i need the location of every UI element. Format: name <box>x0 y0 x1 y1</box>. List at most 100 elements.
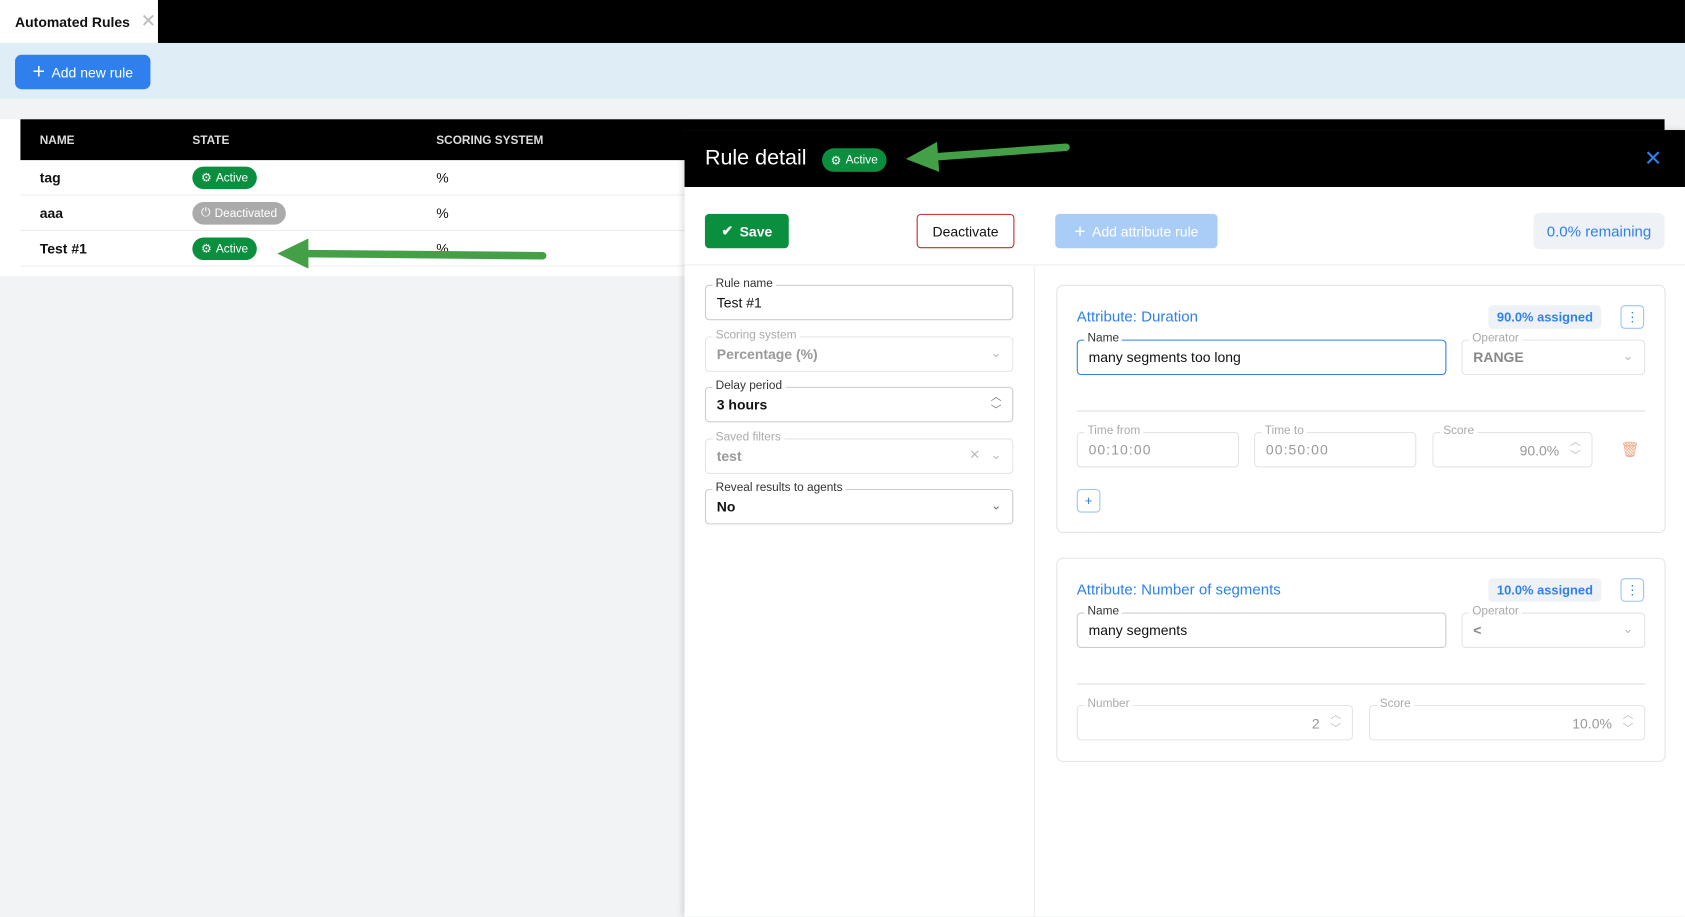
stepper-arrows-icon[interactable]: ︿ ﹀ <box>1330 709 1342 736</box>
table-row[interactable]: tag ⚙ Active % <box>20 160 688 196</box>
deactivate-button[interactable]: Deactivate <box>916 213 1015 249</box>
status-label: Active <box>215 171 249 185</box>
field-label: Rule name <box>712 277 777 291</box>
arrow-annotation <box>277 238 547 269</box>
stepper-arrows-icon[interactable]: ︿ ﹀ <box>1622 709 1634 736</box>
field-value: 90.0% <box>1519 442 1560 459</box>
field-label: Scoring system <box>712 328 800 342</box>
divider <box>1076 683 1646 685</box>
row-name: aaa <box>39 205 64 222</box>
divider <box>684 264 1685 266</box>
panel-title: Rule detail <box>704 146 807 170</box>
rule-name-input[interactable]: Rule name Test #1 <box>704 277 1014 321</box>
table-row[interactable]: Test #1 ⚙ Active % <box>20 231 688 267</box>
field-label: Name <box>1084 604 1123 618</box>
gear-icon: ⚙ <box>830 154 842 168</box>
add-new-rule-button[interactable]: + Add new rule <box>15 54 151 90</box>
plus-icon: + <box>32 60 46 84</box>
row-scoring: % <box>436 169 449 186</box>
field-label: Operator <box>1468 604 1523 618</box>
attribute-title: Attribute: Number of segments <box>1076 580 1281 598</box>
field-label: Saved filters <box>712 430 784 444</box>
column-state[interactable]: STATE <box>192 134 230 148</box>
field-value: < <box>1473 622 1482 639</box>
field-label: Score <box>1439 424 1478 438</box>
add-range-icon[interactable]: + <box>1076 488 1101 513</box>
status-badge: ⚙ Active <box>822 148 887 172</box>
field-label: Reveal results to agents <box>712 481 846 495</box>
attribute-name-input[interactable]: Name many segments <box>1076 604 1447 648</box>
field-label: Time to <box>1261 424 1307 438</box>
close-icon[interactable]: ✕ <box>1644 147 1663 171</box>
stepper-arrows-icon[interactable]: ︿ ﹀ <box>1569 436 1581 463</box>
stepper-arrows-icon[interactable]: ︿ ﹀ <box>990 391 1002 417</box>
number-stepper[interactable]: Number 2 ︿ ﹀ <box>1076 697 1353 741</box>
operator-select[interactable]: Operator RANGE ⌄ <box>1461 332 1646 376</box>
chevron-down-icon: ⌄ <box>1622 348 1634 364</box>
assigned-badge: 10.0% assigned <box>1488 578 1602 602</box>
chevron-down-icon: ⌄ <box>990 497 1002 513</box>
field-value: RANGE <box>1473 349 1524 366</box>
trash-icon[interactable]: 🗑 <box>1620 440 1640 458</box>
row-name: tag <box>39 169 61 186</box>
arrow-annotation <box>905 141 1070 172</box>
delay-period-stepper[interactable]: Delay period 3 hours ︿ ﹀ <box>704 379 1014 423</box>
field-label: Time from <box>1084 424 1144 438</box>
divider <box>1033 265 1035 917</box>
time-to-input[interactable]: Time to 00:50:00 <box>1254 424 1417 468</box>
status-label: Active <box>215 242 249 256</box>
time-from-input[interactable]: Time from 00:10:00 <box>1076 424 1240 468</box>
attribute-name-input[interactable]: Name many segments too long <box>1076 332 1447 376</box>
chevron-down-icon: ⌄ <box>1622 621 1634 637</box>
field-label: Name <box>1084 332 1123 345</box>
clear-icon[interactable]: ✕ <box>969 447 981 463</box>
chevron-down-icon: ⌄ <box>990 447 1002 463</box>
saved-filters-select[interactable]: Saved filters test ✕ ⌄ <box>704 430 1014 474</box>
status-badge: ⚙ Active <box>192 237 257 261</box>
divider <box>1076 410 1646 412</box>
more-options-icon[interactable]: ⋮ <box>1620 305 1645 329</box>
operator-select[interactable]: Operator < ⌄ <box>1461 604 1646 648</box>
field-value: Percentage (%) <box>716 346 818 363</box>
field-value: 3 hours <box>716 396 768 413</box>
field-value: many segments <box>1088 622 1188 639</box>
remaining-label: 0.0% remaining <box>1546 222 1652 240</box>
chevron-down-icon: ⌄ <box>990 344 1002 360</box>
field-value: Test #1 <box>716 294 762 311</box>
attribute-title: Attribute: Duration <box>1076 307 1199 325</box>
gear-icon: ⚙ <box>200 242 212 256</box>
rule-detail-panel: Rule detail ⚙ Active ✕ ✔ Save Deactivate +… <box>684 130 1685 917</box>
top-bar <box>0 0 1685 43</box>
more-options-icon[interactable]: ⋮ <box>1620 578 1645 602</box>
power-icon: ⏻ <box>200 206 211 220</box>
field-value: many segments too long <box>1088 349 1241 366</box>
column-name[interactable]: NAME <box>39 134 75 148</box>
attribute-card-segments: Attribute: Number of segments 10.0% assi… <box>1056 557 1666 762</box>
score-stepper[interactable]: Score 10.0% ︿ ﹀ <box>1369 697 1646 741</box>
gear-icon: ⚙ <box>200 171 212 185</box>
plus-icon: + <box>1074 219 1086 242</box>
row-name: Test #1 <box>39 240 87 257</box>
column-scoring[interactable]: SCORING SYSTEM <box>436 134 544 148</box>
field-label: Score <box>1376 697 1414 711</box>
check-icon: ✔ <box>721 222 734 239</box>
tab-automated-rules[interactable]: Automated Rules ✕ <box>0 0 158 43</box>
add-attribute-label: Add attribute rule <box>1092 222 1199 240</box>
tab-label: Automated Rules <box>15 13 130 30</box>
scoring-system-select[interactable]: Scoring system Percentage (%) ⌄ <box>704 328 1014 372</box>
reveal-results-select[interactable]: Reveal results to agents No ⌄ <box>704 481 1014 525</box>
status-label: Active <box>845 153 878 167</box>
toolbar <box>0 42 1685 99</box>
save-button[interactable]: ✔ Save <box>704 213 789 249</box>
field-label: Delay period <box>712 379 786 393</box>
field-value: 00:50:00 <box>1265 441 1329 458</box>
save-label: Save <box>739 222 773 240</box>
attribute-card-duration: Attribute: Duration 90.0% assigned ⋮ Nam… <box>1056 284 1666 534</box>
add-rule-label: Add new rule <box>51 63 134 81</box>
add-attribute-rule-button[interactable]: + Add attribute rule <box>1055 213 1218 249</box>
close-icon[interactable]: ✕ <box>140 10 156 32</box>
status-badge: ⏻ Deactivated <box>192 202 286 225</box>
table-row[interactable]: aaa ⏻ Deactivated % <box>20 196 688 232</box>
deactivate-label: Deactivate <box>932 222 999 240</box>
score-stepper[interactable]: Score 90.0% ︿ ﹀ <box>1432 424 1593 468</box>
